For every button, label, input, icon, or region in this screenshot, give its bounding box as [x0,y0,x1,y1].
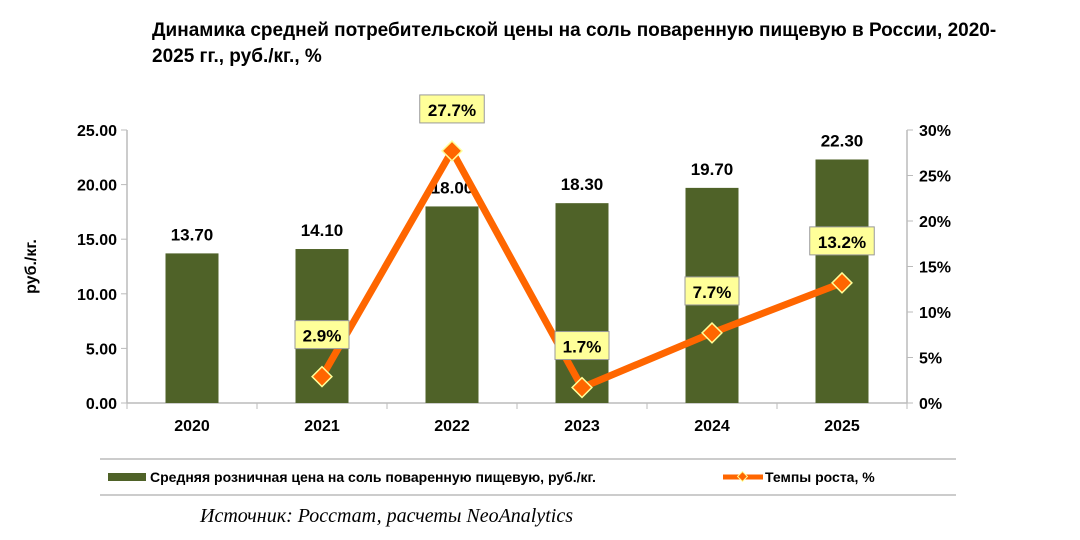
legend-item-growth: Темпы роста, % [723,469,875,485]
legend-swatch-line [723,471,763,483]
y-tick-label: 0.00 [86,396,117,413]
growth-label-box [294,320,350,350]
x-tick-label: 2023 [564,418,600,435]
legend: Средняя розничная цена на соль поваренну… [100,458,956,496]
bar [425,206,479,403]
legend-item-price: Средняя розничная цена на соль поваренну… [108,469,596,485]
bar-data-label: 14.10 [301,221,344,240]
y2-tick-label: 10% [919,305,951,322]
y2-tick-label: 15% [919,260,951,277]
x-tick-label: 2021 [304,418,340,435]
growth-data-label: 1.7% [563,338,602,357]
x-tick-label: 2024 [694,418,730,435]
growth-point [571,376,593,399]
y2-tick-label: 20% [919,214,951,231]
legend-swatch-bar [108,473,146,481]
y2-tick-label: 0% [919,396,942,413]
x-tick-label: 2020 [174,418,210,435]
y-axis-title: руб./кг. [23,239,40,294]
legend-label-price: Средняя розничная цена на соль поваренну… [150,469,596,485]
growth-label-box [684,276,740,306]
growth-point [441,139,463,162]
bar-data-label: 22.30 [821,131,864,150]
x-tick-label: 2022 [434,418,470,435]
growth-point [831,271,853,294]
y2-tick-label: 5% [919,351,942,368]
x-tick-label: 2025 [824,418,860,435]
y2-tick-label: 25% [919,169,951,186]
growth-data-label: 27.7% [428,101,476,120]
growth-point [311,365,333,388]
y-tick-label: 10.00 [77,287,117,304]
growth-data-label: 2.9% [303,327,342,346]
growth-label-box [419,94,485,124]
y-tick-label: 15.00 [77,232,117,249]
bar [165,253,219,403]
growth-data-label: 13.2% [818,233,866,252]
growth-data-label: 7.7% [693,283,732,302]
bar-data-label: 18.00 [431,178,474,197]
bar [555,203,609,403]
y-tick-label: 20.00 [77,178,117,195]
growth-label-box [809,226,875,256]
chart-title: Динамика средней потребительской цены на… [152,20,997,67]
bar-data-label: 18.30 [561,175,604,194]
growth-label-box [554,331,610,361]
y2-tick-label: 30% [919,123,951,140]
bar-data-label: 19.70 [691,160,734,179]
bar-data-label: 13.70 [171,225,214,244]
source-note: Источник: Росстат, расчеты NeoAnalytics [200,505,573,527]
legend-label-growth: Темпы роста, % [765,469,875,485]
growth-point [701,321,723,344]
y-tick-label: 25.00 [77,123,117,140]
y-tick-label: 5.00 [86,341,117,358]
